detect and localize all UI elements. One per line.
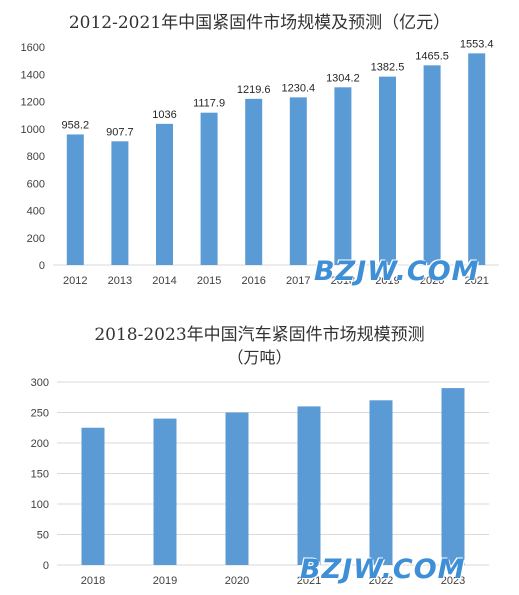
y-tick-label: 0 (39, 260, 45, 272)
x-tick-label: 2018 (331, 275, 355, 287)
watermark-logo: BZJW.COM (300, 554, 466, 585)
y-tick-label: 150 (31, 469, 49, 481)
x-tick-label: 2021 (297, 575, 321, 587)
x-tick-label: 2021 (464, 275, 488, 287)
x-tick-label: 2019 (153, 575, 177, 587)
bar (156, 123, 173, 265)
data-label: 1117.9 (193, 98, 225, 110)
y-tick-label: 800 (27, 151, 45, 163)
y-tick-label: 1200 (21, 97, 45, 109)
y-tick-label: 250 (31, 408, 49, 420)
bar (334, 87, 352, 265)
x-tick-label: 2019 (375, 275, 399, 287)
x-tick-label: 2012 (63, 275, 87, 287)
x-tick-label: 2022 (369, 575, 393, 587)
bar (245, 98, 263, 265)
x-tick-label: 2020 (225, 575, 249, 587)
auto-fastener-chart: 2018-2023年中国汽车紧固件市场规模预测 （万吨） 0 50 100 150 20… (0, 300, 519, 595)
data-label: 1036 (152, 109, 176, 121)
market-size-plot: 0 200 400 600 800 1000 1200 1400 1600 958.2 2012 90… (21, 38, 499, 287)
data-label: 1553.4 (460, 38, 494, 50)
bar (468, 53, 486, 266)
y-tick-label: 300 (31, 377, 49, 389)
bar (423, 65, 441, 265)
bar (297, 406, 321, 565)
bar (66, 134, 84, 265)
y-tick-label: 100 (31, 499, 49, 511)
bar (111, 141, 129, 265)
data-label: 907.7 (106, 126, 134, 138)
bar (200, 112, 218, 265)
x-tick-label: 2015 (197, 275, 221, 287)
x-tick-label: 2018 (81, 575, 105, 587)
y-tick-label: 50 (37, 530, 49, 542)
chart-unit: （万吨） (227, 348, 292, 367)
y-tick-label: 200 (31, 438, 49, 450)
market-size-chart: 2012-2021年中国紧固件市场规模及预测（亿元） 0 200 400 600 800… (21, 13, 499, 287)
y-tick-label: 0 (43, 560, 49, 572)
bar (369, 400, 393, 565)
data-label: 1230.4 (281, 82, 315, 94)
y-tick-label: 1600 (21, 42, 45, 54)
bar (81, 427, 105, 565)
data-label: 1465.5 (415, 50, 449, 62)
y-tick-label: 400 (27, 206, 45, 218)
bar (225, 412, 249, 565)
y-tick-label: 1000 (21, 124, 45, 136)
chart-title: 2018-2023年中国汽车紧固件市场规模预测 (94, 325, 425, 345)
watermark-logo: BZJW.COM (314, 256, 480, 287)
y-tick-label: 200 (27, 233, 45, 245)
x-tick-label: 2014 (152, 275, 176, 287)
data-label: 1382.5 (371, 62, 405, 74)
bar (441, 388, 465, 565)
data-label: 958.2 (62, 119, 90, 131)
y-tick-label: 1400 (21, 69, 45, 81)
x-tick-label: 2016 (241, 275, 265, 287)
bar (153, 418, 177, 565)
data-label: 1219.6 (237, 84, 271, 96)
y-tick-label: 600 (27, 178, 45, 190)
bar (289, 97, 307, 265)
x-tick-label: 2020 (420, 275, 444, 287)
data-label: 1304.2 (326, 72, 360, 84)
x-tick-label: 2013 (108, 275, 132, 287)
auto-fastener-plot: 0 50 100 150 200 250 300 2018 2019 2020 2021 2022 20… (31, 377, 489, 587)
bar (379, 76, 396, 266)
chart-title: 2012-2021年中国紧固件市场规模及预测（亿元） (68, 13, 451, 33)
x-tick-label: 2017 (286, 275, 310, 287)
x-tick-label: 2023 (441, 575, 465, 587)
